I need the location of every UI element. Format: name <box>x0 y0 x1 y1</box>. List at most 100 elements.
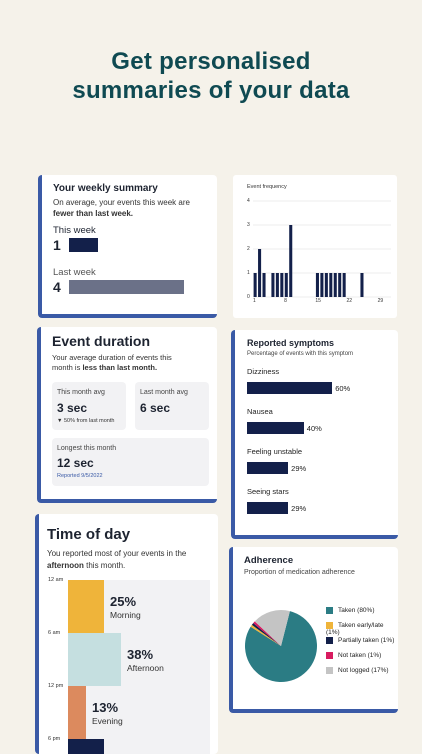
legend-swatch <box>326 637 333 644</box>
adherence-legend-item: Not taken (1%) <box>326 652 381 659</box>
adherence-pie-slice <box>250 624 281 646</box>
weekly-summary-title: Your weekly summary <box>53 183 158 194</box>
frequency-y-tick: 4 <box>247 198 250 204</box>
this-week-bar <box>69 238 98 252</box>
weekly-summary-card[interactable]: Your weekly summary On average, your eve… <box>38 175 217 318</box>
adherence-legend-item: Not logged (17%) <box>326 667 389 674</box>
longest-event-value: 12 sec <box>57 456 94 470</box>
symptom-label: Dizziness <box>247 367 280 376</box>
frequency-bar <box>338 273 342 297</box>
symptom-bar <box>247 382 333 394</box>
adherence-legend-item: Partially taken (1%) <box>326 637 394 644</box>
legend-label: Partially taken (1%) <box>338 637 395 645</box>
symptom-label: Feeling unstable <box>247 447 303 456</box>
frequency-y-tick: 2 <box>247 246 250 252</box>
symptom-bar <box>247 462 289 474</box>
reported-symptoms-title: Reported symptoms <box>247 338 335 348</box>
event-duration-title: Event duration <box>52 333 151 349</box>
time-of-day-percent: 13% <box>92 700 119 715</box>
this-month-avg-value: 3 sec <box>57 401 88 415</box>
last-month-avg-tile: Last month avg 6 sec <box>135 382 209 430</box>
adherence-card[interactable]: Adherence Proportion of medication adher… <box>229 547 398 713</box>
symptom-percent: 60% <box>335 384 351 393</box>
headline-line-1: Get personalised <box>111 48 311 75</box>
frequency-bar <box>262 273 266 297</box>
this-month-avg-label: This month avg <box>57 389 105 396</box>
adherence-title: Adherence <box>244 555 294 566</box>
frequency-bar <box>342 273 346 297</box>
time-of-day-label: Evening <box>92 716 123 726</box>
time-of-day-percent: 25% <box>110 594 137 609</box>
time-axis-label: 12 am <box>48 577 64 583</box>
reported-symptoms-subtitle: Percentage of events with this symptom <box>247 351 354 357</box>
legend-swatch <box>326 622 333 629</box>
time-of-day-segment <box>68 739 104 754</box>
reported-symptoms-card[interactable]: Reported symptoms Percentage of events w… <box>231 330 398 539</box>
time-axis-label: 6 pm <box>48 736 61 742</box>
last-month-avg-label: Last month avg <box>140 389 188 396</box>
last-week-value: 4 <box>53 279 61 295</box>
symptom-label: Seeing stars <box>247 487 289 496</box>
frequency-bar <box>320 273 324 297</box>
frequency-bar <box>333 273 337 297</box>
time-of-day-description: You reported most of your events in the … <box>47 549 187 570</box>
longest-event-label: Longest this month <box>57 445 117 452</box>
time-of-day-card[interactable]: Time of day You reported most of your ev… <box>35 514 218 754</box>
time-of-day-title: Time of day <box>47 526 131 543</box>
legend-swatch <box>326 607 333 614</box>
adherence-subtitle: Proportion of medication adherence <box>244 569 355 576</box>
headline: Get personalised summaries of your data <box>0 47 422 105</box>
symptom-percent: 29% <box>291 504 307 513</box>
frequency-y-tick: 3 <box>247 222 250 228</box>
this-week-value: 1 <box>53 237 61 253</box>
frequency-bar <box>315 273 319 297</box>
event-frequency-chart <box>253 200 391 298</box>
frequency-bar <box>289 225 293 297</box>
legend-label: Not taken (1%) <box>338 652 382 660</box>
frequency-bar <box>253 273 257 297</box>
frequency-bar <box>284 273 288 297</box>
weekly-summary-description: On average, your events this week are fe… <box>53 198 190 218</box>
time-of-day-segment <box>68 686 86 739</box>
time-axis-label: 12 pm <box>48 683 64 689</box>
adherence-legend-item: Taken early/late (1%) <box>326 622 398 636</box>
legend-label: Not logged (17%) <box>338 667 389 675</box>
frequency-x-tick: 22 <box>346 298 353 304</box>
symptom-percent: 29% <box>291 464 307 473</box>
event-duration-card[interactable]: Event duration Your average duration of … <box>37 327 217 503</box>
legend-label: Taken (80%) <box>338 607 375 615</box>
last-month-avg-value: 6 sec <box>140 401 171 415</box>
adherence-pie-slice <box>253 621 281 646</box>
adherence-legend-item: Taken (80%) <box>326 607 375 614</box>
time-of-day-label: Afternoon <box>127 663 164 673</box>
adherence-pie-slice <box>245 611 317 682</box>
frequency-x-tick: 1 <box>253 298 256 304</box>
this-week-label: This week <box>53 225 96 236</box>
adherence-pie-slice <box>254 610 290 646</box>
longest-event-tile: Longest this month 12 sec Reported 9/5/2… <box>52 438 209 486</box>
this-month-change: ▼ 50% from last month <box>57 418 115 424</box>
event-frequency-title: Event frequency <box>247 184 287 190</box>
last-week-label: Last week <box>53 267 96 278</box>
adherence-pie-chart <box>245 610 317 682</box>
time-axis-label: 6 am <box>48 630 61 636</box>
frequency-bar <box>329 273 333 297</box>
symptom-bar <box>247 422 304 434</box>
frequency-bar <box>324 273 328 297</box>
event-duration-description: Your average duration of events this mon… <box>52 353 172 372</box>
symptom-bar <box>247 502 289 514</box>
frequency-bar <box>275 273 279 297</box>
time-of-day-percent: 38% <box>127 647 154 662</box>
legend-label: Taken early/late (1%) <box>326 622 384 637</box>
frequency-y-tick: 0 <box>247 294 250 300</box>
frequency-bar <box>280 273 284 297</box>
frequency-bar <box>258 249 262 297</box>
time-of-day-segment <box>68 580 104 633</box>
frequency-x-tick: 29 <box>377 298 384 304</box>
symptom-label: Nausea <box>247 407 273 416</box>
time-of-day-segment <box>68 633 121 686</box>
frequency-x-tick: 15 <box>315 298 321 304</box>
this-month-avg-tile: This month avg 3 sec ▼ 50% from last mon… <box>52 382 126 430</box>
legend-swatch <box>326 652 333 659</box>
